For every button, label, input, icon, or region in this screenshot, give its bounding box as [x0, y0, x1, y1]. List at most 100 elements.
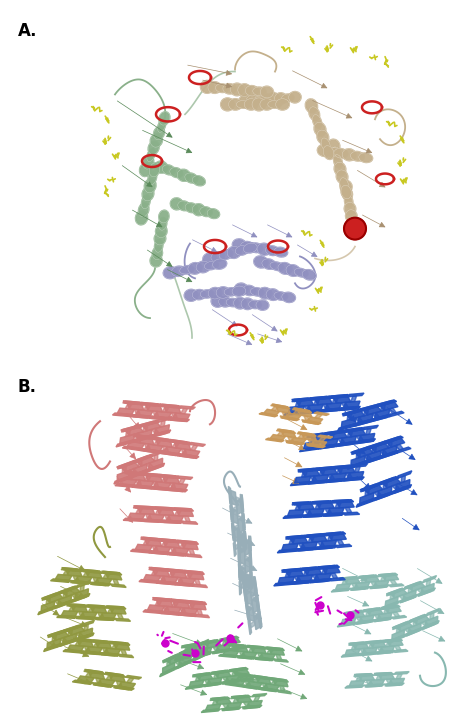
Polygon shape	[117, 408, 135, 415]
Ellipse shape	[163, 266, 177, 279]
Polygon shape	[136, 508, 143, 513]
Polygon shape	[288, 510, 304, 516]
Polygon shape	[231, 695, 251, 698]
Polygon shape	[146, 405, 162, 412]
Polygon shape	[143, 610, 164, 614]
Polygon shape	[102, 648, 109, 653]
Polygon shape	[150, 416, 166, 420]
Polygon shape	[176, 476, 193, 480]
Polygon shape	[179, 647, 192, 655]
Polygon shape	[193, 652, 212, 657]
Polygon shape	[145, 465, 161, 472]
Polygon shape	[303, 514, 324, 518]
Polygon shape	[304, 405, 311, 411]
Polygon shape	[186, 573, 192, 579]
Polygon shape	[383, 609, 389, 614]
Polygon shape	[181, 608, 198, 614]
Polygon shape	[84, 669, 100, 673]
Polygon shape	[318, 444, 338, 449]
Polygon shape	[162, 520, 179, 523]
Polygon shape	[417, 590, 432, 596]
Polygon shape	[66, 570, 82, 576]
Ellipse shape	[177, 169, 191, 181]
Polygon shape	[203, 683, 219, 687]
Polygon shape	[135, 544, 153, 551]
Polygon shape	[281, 417, 300, 420]
Ellipse shape	[207, 209, 219, 218]
Polygon shape	[354, 674, 374, 677]
Polygon shape	[41, 601, 55, 611]
Polygon shape	[246, 575, 250, 591]
Polygon shape	[383, 445, 397, 455]
Polygon shape	[174, 511, 181, 516]
Polygon shape	[363, 608, 382, 611]
Polygon shape	[160, 667, 176, 677]
Polygon shape	[323, 513, 344, 516]
Polygon shape	[219, 637, 239, 641]
Polygon shape	[173, 583, 195, 586]
Polygon shape	[125, 403, 132, 409]
Polygon shape	[379, 674, 394, 679]
Polygon shape	[297, 504, 314, 510]
Polygon shape	[333, 465, 355, 469]
Polygon shape	[386, 679, 393, 684]
Polygon shape	[232, 671, 237, 676]
Polygon shape	[298, 468, 315, 472]
Polygon shape	[177, 511, 193, 516]
Ellipse shape	[252, 98, 266, 111]
Polygon shape	[84, 624, 88, 631]
Polygon shape	[255, 593, 260, 612]
Polygon shape	[176, 613, 197, 616]
Polygon shape	[233, 698, 239, 703]
Polygon shape	[149, 486, 166, 490]
Polygon shape	[228, 644, 244, 647]
Polygon shape	[75, 635, 91, 640]
Ellipse shape	[235, 246, 249, 255]
Polygon shape	[253, 675, 271, 679]
Polygon shape	[73, 638, 93, 642]
Polygon shape	[383, 639, 398, 642]
Polygon shape	[409, 623, 421, 633]
Polygon shape	[160, 404, 181, 408]
Ellipse shape	[154, 232, 166, 245]
Polygon shape	[422, 576, 437, 583]
Polygon shape	[189, 680, 204, 687]
Polygon shape	[350, 586, 370, 590]
Polygon shape	[221, 679, 240, 684]
Polygon shape	[388, 584, 404, 586]
Polygon shape	[243, 574, 250, 588]
Polygon shape	[137, 457, 155, 466]
Polygon shape	[310, 436, 316, 442]
Polygon shape	[113, 579, 119, 585]
Polygon shape	[264, 684, 279, 690]
Polygon shape	[239, 533, 244, 540]
Polygon shape	[141, 537, 162, 541]
Polygon shape	[339, 407, 360, 410]
Polygon shape	[258, 609, 262, 629]
Polygon shape	[229, 644, 248, 647]
Polygon shape	[240, 494, 244, 514]
Polygon shape	[362, 647, 377, 653]
Polygon shape	[72, 606, 88, 612]
Polygon shape	[162, 654, 181, 662]
Polygon shape	[145, 443, 150, 450]
Polygon shape	[221, 680, 237, 684]
Polygon shape	[389, 678, 405, 684]
Ellipse shape	[334, 163, 346, 175]
Polygon shape	[342, 579, 348, 584]
Polygon shape	[91, 640, 108, 643]
Polygon shape	[191, 654, 206, 661]
Ellipse shape	[235, 283, 248, 295]
Polygon shape	[83, 572, 90, 577]
Polygon shape	[141, 448, 157, 453]
Ellipse shape	[148, 141, 159, 155]
Polygon shape	[128, 474, 134, 480]
Polygon shape	[248, 619, 252, 634]
Polygon shape	[367, 442, 383, 449]
Polygon shape	[312, 574, 319, 580]
Polygon shape	[183, 571, 204, 574]
Polygon shape	[377, 647, 384, 652]
Polygon shape	[126, 427, 143, 435]
Polygon shape	[376, 651, 395, 654]
Polygon shape	[141, 402, 158, 406]
